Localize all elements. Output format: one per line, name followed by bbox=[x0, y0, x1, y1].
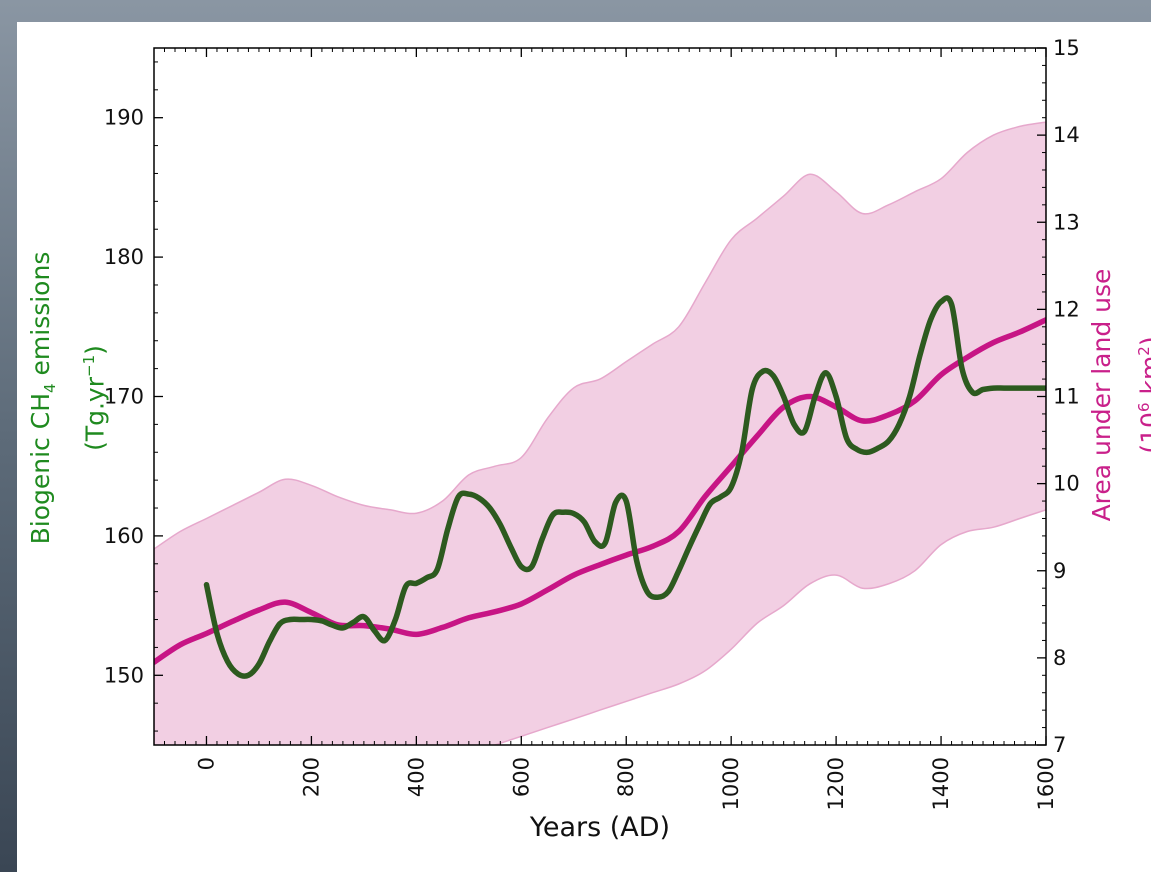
x-tick-label: 1200 bbox=[824, 757, 848, 810]
left-y-tick-label: 190 bbox=[104, 106, 144, 130]
emissions-line bbox=[203, 295, 1046, 679]
right-y-tick-label: 7 bbox=[1053, 733, 1066, 757]
plot-area bbox=[154, 121, 1046, 745]
right-y-axis-title: Area under land use bbox=[1087, 268, 1116, 522]
right-y-axis-units: (106 km2) bbox=[1135, 336, 1151, 454]
right-y-tick-label: 13 bbox=[1053, 210, 1080, 234]
left-y-tick-label: 180 bbox=[104, 245, 144, 269]
left-y-tick-label: 160 bbox=[104, 524, 144, 548]
right-y-tick-label: 14 bbox=[1053, 123, 1080, 147]
right-y-tick-label: 9 bbox=[1053, 559, 1066, 583]
x-tick-label: 800 bbox=[614, 757, 638, 797]
x-tick-label: 600 bbox=[509, 757, 533, 797]
left-y-axis-title: Biogenic CH4 emissions bbox=[26, 251, 59, 545]
right-y-tick-label: 10 bbox=[1053, 472, 1080, 496]
left-y-axis-units: (Tg.yr−1) bbox=[80, 345, 110, 451]
land-use-line bbox=[154, 317, 1046, 665]
x-tick-label: 1400 bbox=[929, 757, 953, 810]
right-y-tick-label: 8 bbox=[1053, 646, 1066, 670]
right-y-tick-label: 15 bbox=[1053, 36, 1080, 60]
x-tick-label: 1000 bbox=[719, 757, 743, 810]
right-y-tick-label: 12 bbox=[1053, 297, 1080, 321]
x-axis-title: Years (AD) bbox=[529, 812, 671, 843]
x-tick-label: 200 bbox=[299, 757, 323, 797]
land-use-uncertainty-band bbox=[154, 121, 1046, 745]
right-y-tick-label: 11 bbox=[1053, 385, 1080, 409]
x-tick-label: 0 bbox=[194, 757, 218, 770]
x-tick-label: 400 bbox=[404, 757, 428, 797]
x-tick-label: 1600 bbox=[1034, 757, 1058, 810]
left-y-tick-label: 170 bbox=[104, 385, 144, 409]
left-y-tick-label: 150 bbox=[104, 663, 144, 687]
